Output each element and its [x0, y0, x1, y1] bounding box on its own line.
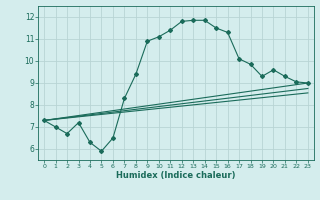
X-axis label: Humidex (Indice chaleur): Humidex (Indice chaleur)	[116, 171, 236, 180]
